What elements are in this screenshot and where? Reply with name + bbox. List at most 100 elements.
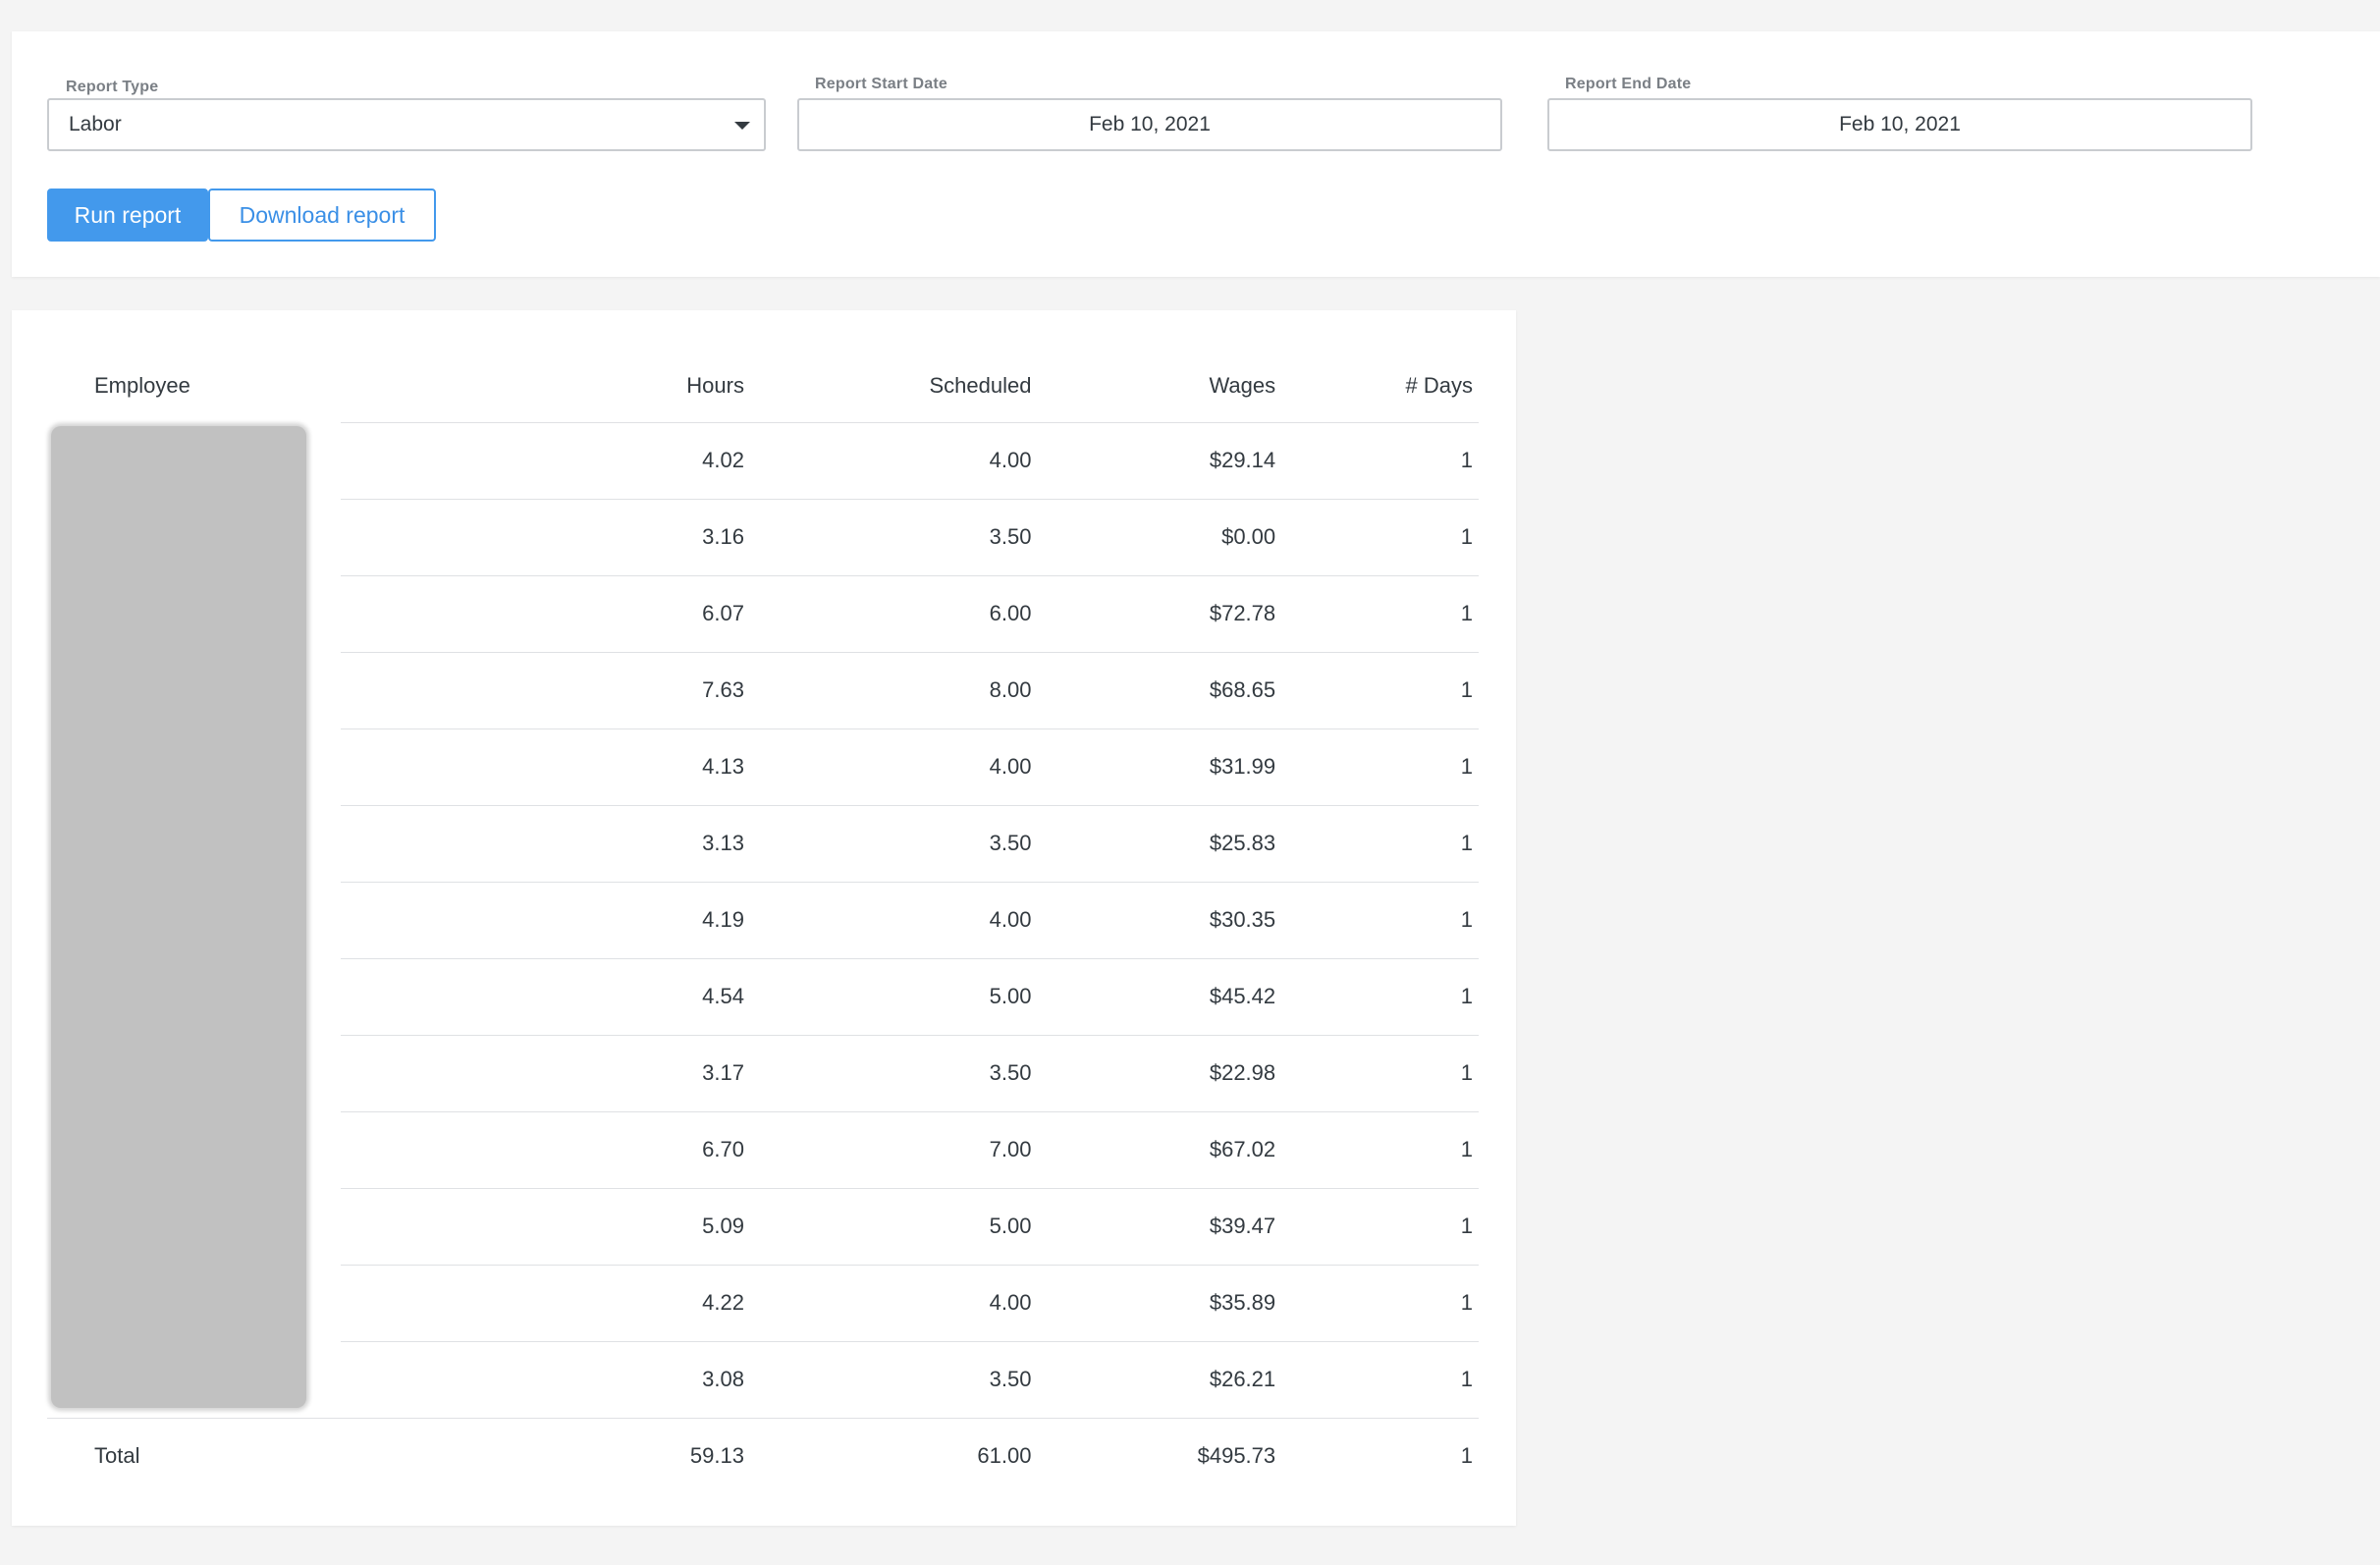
wages-cell: $45.42	[1031, 957, 1276, 1035]
wages-cell: $22.98	[1031, 1034, 1276, 1111]
hours-cell: 3.13	[340, 804, 744, 882]
employee-cell	[47, 1111, 341, 1188]
scheduled-cell: 4.00	[743, 1264, 1032, 1341]
wages-cell: $72.78	[1031, 574, 1276, 652]
employee-cell	[47, 1341, 341, 1418]
table-row[interactable]: 3.08 3.50 $26.21 1	[47, 1340, 1479, 1418]
hours-cell: 4.13	[340, 728, 744, 805]
employee-cell	[47, 958, 341, 1035]
employee-cell	[47, 652, 341, 729]
start-date-label: Report Start Date	[815, 76, 947, 92]
wages-cell: $0.00	[1031, 498, 1276, 575]
days-cell: 1	[1275, 651, 1479, 729]
total-days: 1	[1275, 1417, 1479, 1494]
total-wages: $495.73	[1031, 1417, 1276, 1494]
total-label: Total	[47, 1417, 341, 1494]
table-row[interactable]: 3.16 3.50 $0.00 1	[47, 498, 1479, 575]
employee-cell	[47, 1188, 341, 1265]
header-scheduled[interactable]: Scheduled	[929, 372, 1032, 398]
days-cell: 1	[1275, 421, 1479, 499]
days-cell: 1	[1275, 804, 1479, 882]
header-wages[interactable]: Wages	[1209, 372, 1276, 398]
labor-report-table-card: Employee Hours Scheduled Wages # Days 4.…	[12, 310, 1516, 1526]
run-report-button[interactable]: Run report	[47, 189, 208, 242]
scheduled-cell: 3.50	[743, 804, 1032, 882]
table-row[interactable]: 6.70 7.00 $67.02 1	[47, 1110, 1479, 1188]
table-row[interactable]: 3.17 3.50 $22.98 1	[47, 1034, 1479, 1111]
days-cell: 1	[1275, 728, 1479, 805]
end-date-value: Feb 10, 2021	[1839, 113, 1961, 135]
table-row[interactable]: 3.13 3.50 $25.83 1	[47, 804, 1479, 882]
table-row[interactable]: 5.09 5.00 $39.47 1	[47, 1187, 1479, 1265]
scheduled-cell: 4.00	[743, 728, 1032, 805]
days-cell: 1	[1275, 881, 1479, 958]
days-cell: 1	[1275, 498, 1479, 575]
hours-cell: 6.07	[340, 574, 744, 652]
employee-cell	[47, 575, 341, 652]
days-cell: 1	[1275, 1187, 1479, 1265]
end-date-input[interactable]: Feb 10, 2021	[1547, 98, 2252, 151]
wages-cell: $29.14	[1031, 421, 1276, 499]
hours-cell: 4.02	[340, 421, 744, 499]
wages-cell: $25.83	[1031, 804, 1276, 882]
header-days[interactable]: # Days	[1405, 372, 1473, 398]
wages-cell: $35.89	[1031, 1264, 1276, 1341]
hours-cell: 3.16	[340, 498, 744, 575]
days-cell: 1	[1275, 957, 1479, 1035]
employee-cell	[47, 422, 341, 499]
wages-cell: $30.35	[1031, 881, 1276, 958]
report-type-label: Report Type	[66, 79, 159, 95]
header-hours[interactable]: Hours	[686, 372, 744, 398]
scheduled-cell: 4.00	[743, 421, 1032, 499]
scheduled-cell: 7.00	[743, 1110, 1032, 1188]
employee-cell	[47, 729, 341, 805]
table-row[interactable]: 4.54 5.00 $45.42 1	[47, 957, 1479, 1035]
hours-cell: 3.17	[340, 1034, 744, 1111]
wages-cell: $68.65	[1031, 651, 1276, 729]
labor-report-table: Employee Hours Scheduled Wages # Days 4.…	[47, 350, 1479, 1494]
start-date-input[interactable]: Feb 10, 2021	[797, 98, 1502, 151]
end-date-label: Report End Date	[1565, 76, 1692, 92]
hours-cell: 7.63	[340, 651, 744, 729]
chevron-down-icon	[734, 122, 750, 130]
scheduled-cell: 4.00	[743, 881, 1032, 958]
report-type-select[interactable]: Labor	[47, 98, 766, 151]
download-report-button[interactable]: Download report	[208, 189, 436, 242]
wages-cell: $26.21	[1031, 1340, 1276, 1418]
wages-cell: $67.02	[1031, 1110, 1276, 1188]
scheduled-cell: 3.50	[743, 1340, 1032, 1418]
scheduled-cell: 3.50	[743, 498, 1032, 575]
hours-cell: 4.19	[340, 881, 744, 958]
table-row[interactable]: 4.19 4.00 $30.35 1	[47, 881, 1479, 958]
employee-cell	[47, 882, 341, 958]
table-row[interactable]: 4.02 4.00 $29.14 1	[47, 421, 1479, 499]
table-row[interactable]: 7.63 8.00 $68.65 1	[47, 651, 1479, 729]
header-employee[interactable]: Employee	[94, 373, 190, 398]
days-cell: 1	[1275, 1034, 1479, 1111]
employee-cell	[47, 1035, 341, 1111]
employee-cell	[47, 499, 341, 575]
days-cell: 1	[1275, 1110, 1479, 1188]
employee-cell	[47, 805, 341, 882]
scheduled-cell: 6.00	[743, 574, 1032, 652]
hours-cell: 4.54	[340, 957, 744, 1035]
scheduled-cell: 3.50	[743, 1034, 1032, 1111]
wages-cell: $31.99	[1031, 728, 1276, 805]
total-row: Total 59.13 61.00 $495.73 1	[47, 1417, 1479, 1494]
table-header-row: Employee Hours Scheduled Wages # Days	[47, 350, 1479, 422]
total-scheduled: 61.00	[743, 1417, 1032, 1494]
hours-cell: 4.22	[340, 1264, 744, 1341]
hours-cell: 5.09	[340, 1187, 744, 1265]
days-cell: 1	[1275, 1340, 1479, 1418]
hours-cell: 3.08	[340, 1340, 744, 1418]
start-date-value: Feb 10, 2021	[1089, 113, 1211, 135]
table-row[interactable]: 6.07 6.00 $72.78 1	[47, 574, 1479, 652]
total-hours: 59.13	[340, 1417, 744, 1494]
days-cell: 1	[1275, 574, 1479, 652]
table-row[interactable]: 4.22 4.00 $35.89 1	[47, 1264, 1479, 1341]
table-row[interactable]: 4.13 4.00 $31.99 1	[47, 728, 1479, 805]
employee-cell	[47, 1265, 341, 1341]
redacted-employee-names	[51, 426, 306, 1408]
scheduled-cell: 8.00	[743, 651, 1032, 729]
hours-cell: 6.70	[340, 1110, 744, 1188]
